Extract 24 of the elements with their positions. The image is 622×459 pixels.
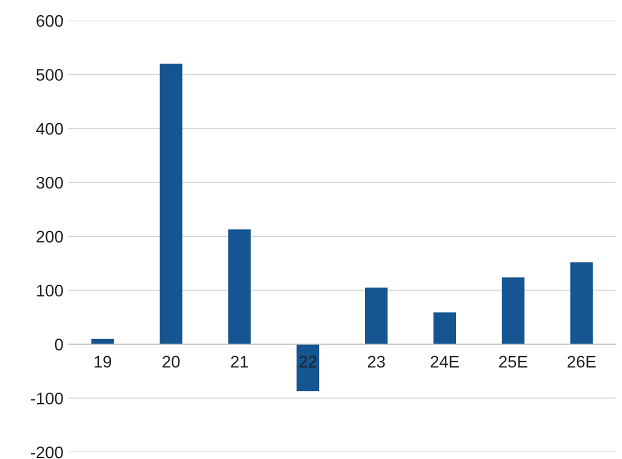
y-tick-label: 600 — [36, 15, 63, 27]
y-tick-label: 400 — [36, 122, 63, 135]
x-tick-label: 26E — [568, 356, 596, 368]
y-tick-label: 200 — [36, 230, 63, 243]
bar — [433, 312, 456, 344]
bar — [502, 277, 524, 344]
y-tick-label: 500 — [36, 68, 63, 81]
y-tick-label: -100 — [30, 392, 63, 404]
x-tick-label: 23 — [368, 356, 385, 368]
y-tick-label: 100 — [37, 284, 63, 297]
y-tick-label: 300 — [36, 176, 63, 189]
x-tick-label: 25E — [499, 356, 528, 368]
bar — [570, 262, 593, 344]
x-tick-label: 19 — [94, 356, 112, 368]
y-tick-label: -200 — [30, 446, 63, 458]
x-tick-label: 22 — [299, 356, 316, 368]
bar — [365, 288, 388, 344]
x-tick-label: 24E — [430, 356, 459, 368]
bar — [228, 229, 251, 344]
x-tick-label: 21 — [231, 356, 248, 368]
y-tick-label: 0 — [54, 338, 63, 350]
bar — [296, 344, 320, 392]
x-tick-label: 20 — [162, 356, 180, 368]
bar — [160, 64, 182, 344]
